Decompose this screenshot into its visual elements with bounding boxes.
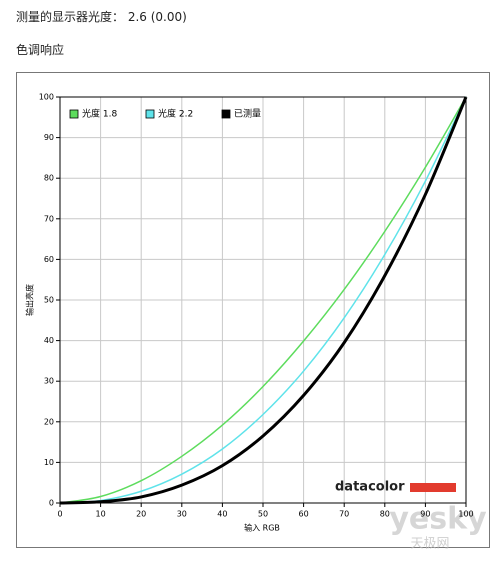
- logo-bar: [410, 483, 456, 492]
- x-tick-label: 100: [458, 510, 473, 519]
- x-axis-label: 输入 RGB: [244, 523, 280, 533]
- legend-swatch: [145, 109, 155, 119]
- y-tick-label: 80: [44, 174, 54, 183]
- x-tick-label: 10: [96, 510, 106, 519]
- logo-text: datacolor: [335, 480, 405, 495]
- header-title: 测量的显示器光度：: [16, 10, 125, 24]
- x-tick-label: 40: [217, 510, 227, 519]
- x-tick-label: 30: [177, 510, 187, 519]
- watermark-sub: 天极网: [410, 537, 449, 552]
- watermark: yesky: [389, 502, 487, 537]
- legend-swatch: [69, 109, 79, 119]
- x-tick-label: 70: [339, 510, 349, 519]
- y-tick-label: 50: [44, 296, 54, 305]
- header-line: 测量的显示器光度： 2.6 (0.00): [16, 8, 187, 25]
- x-tick-label: 20: [136, 510, 146, 519]
- y-tick-label: 60: [44, 255, 54, 264]
- section-title: 色调响应: [16, 43, 65, 57]
- y-tick-label: 70: [44, 214, 54, 223]
- legend-label: 光度 2.2: [158, 108, 193, 120]
- x-tick-label: 0: [57, 510, 62, 519]
- y-tick-label: 90: [44, 133, 54, 142]
- x-tick-label: 80: [380, 510, 390, 519]
- series-line: [59, 96, 467, 504]
- series-line: [59, 96, 468, 505]
- y-tick-label: 10: [44, 458, 54, 467]
- series-line: [59, 96, 467, 504]
- legend-label: 已测量: [234, 109, 261, 120]
- y-tick-label: 40: [44, 336, 54, 345]
- plot-border: [59, 96, 467, 504]
- x-tick-label: 60: [299, 510, 309, 519]
- y-tick-label: 0: [49, 499, 54, 508]
- x-tick-label: 90: [420, 510, 430, 519]
- legend-label: 光度 1.8: [82, 108, 117, 120]
- y-tick-label: 100: [39, 93, 54, 102]
- header-value: 2.6 (0.00): [127, 10, 187, 24]
- y-axis-label: 输出亮度: [25, 284, 35, 316]
- y-tick-label: 20: [44, 417, 54, 426]
- legend-swatch: [221, 109, 231, 119]
- x-tick-label: 50: [258, 510, 268, 519]
- y-tick-label: 30: [44, 377, 54, 386]
